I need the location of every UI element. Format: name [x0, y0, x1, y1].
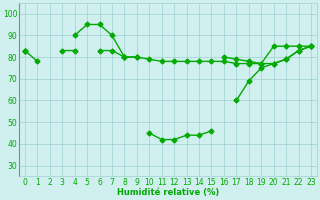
- X-axis label: Humidité relative (%): Humidité relative (%): [117, 188, 219, 197]
